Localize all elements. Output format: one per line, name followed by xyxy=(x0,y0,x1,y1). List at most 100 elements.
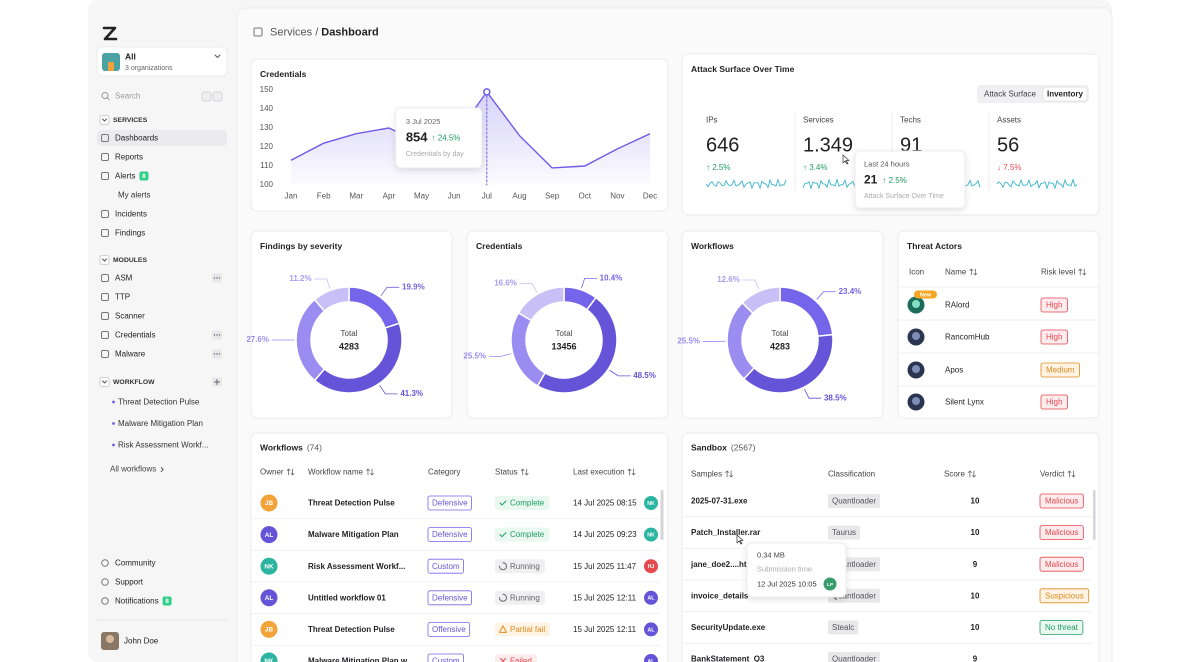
avatar xyxy=(260,652,278,662)
workflow-name[interactable]: Untitled workflow 01 xyxy=(308,593,386,602)
avatar-initials: JB xyxy=(265,500,274,507)
last-execution: 15 Jul 2025 12:11 xyxy=(573,625,637,634)
status-icon xyxy=(499,593,507,602)
avatar-initials: LP xyxy=(827,582,834,588)
card-title: Attack Surface Over Time xyxy=(691,64,795,74)
status-badge xyxy=(495,496,550,510)
nav-item[interactable]: Credentials xyxy=(115,331,155,340)
dot xyxy=(213,353,216,355)
card-title: Findings by severity xyxy=(260,241,342,251)
status: Running xyxy=(510,593,540,602)
nav-item[interactable]: Reports xyxy=(115,153,143,162)
nav-item[interactable]: Dashboards xyxy=(115,134,158,143)
workflow-name[interactable]: Malware Mitigation Plan xyxy=(308,530,399,539)
workflow-name[interactable]: Malware Mitigation Plan w xyxy=(308,657,408,662)
nav-item[interactable]: My alerts xyxy=(118,191,150,200)
avatar-initials: JB xyxy=(265,627,274,634)
nav-icon xyxy=(101,134,109,142)
nav-item[interactable]: Malware xyxy=(115,350,146,359)
column-header: Risk level xyxy=(1041,268,1075,277)
card xyxy=(466,230,669,419)
column-header: Category xyxy=(428,468,460,477)
x-tick-label: Sep xyxy=(545,192,560,201)
category-badge xyxy=(427,622,471,637)
classification-badge xyxy=(828,525,861,540)
section-toggle xyxy=(99,255,110,265)
nav-item[interactable]: Alerts xyxy=(115,172,135,181)
x-tick-label: Oct xyxy=(579,192,592,201)
workflow-name[interactable]: Risk Assessment Workf... xyxy=(308,562,405,571)
actor-icon-face xyxy=(912,300,920,308)
classification: Stealc xyxy=(832,623,854,632)
nav-item[interactable]: TTP xyxy=(115,293,130,302)
data-label: 25.5% xyxy=(463,352,486,361)
nav-item[interactable]: Threat Detection Pulse xyxy=(118,398,200,407)
nav-item[interactable]: Malware Mitigation Plan xyxy=(118,419,203,428)
data-label: 12.6% xyxy=(717,275,740,284)
column-header: Workflow name xyxy=(308,468,364,477)
score: 10 xyxy=(971,497,980,506)
bullet xyxy=(112,443,115,447)
nav-item[interactable]: Scanner xyxy=(115,312,145,321)
donut-segment xyxy=(517,286,565,322)
verdict-badge xyxy=(1039,556,1084,572)
metric-label: Techs xyxy=(900,116,921,125)
tooltip-change: ↑ 24.5% xyxy=(432,134,461,143)
avatar-initials: NK xyxy=(647,501,655,507)
chevron xyxy=(160,467,164,472)
chevron xyxy=(102,258,107,262)
avatar xyxy=(260,620,278,638)
link[interactable]: All workflows xyxy=(110,465,156,474)
nav-item[interactable]: Support xyxy=(115,578,144,587)
nav-item[interactable]: Risk Assessment Workf... xyxy=(118,441,209,450)
sample-name[interactable]: Patch_Installer.rar xyxy=(691,528,760,537)
workflow-name[interactable]: Threat Detection Pulse xyxy=(308,625,395,634)
panel-icon xyxy=(253,27,263,37)
sort-icon xyxy=(627,468,636,476)
tab[interactable]: Attack Surface xyxy=(984,90,1037,99)
avatar-initials: NK xyxy=(647,532,655,538)
leader-line xyxy=(379,385,398,395)
sample-name[interactable]: SecurityUpdate.exe xyxy=(691,623,766,632)
sort-icon xyxy=(286,468,295,476)
x-tick-label: Jan xyxy=(285,192,298,201)
nav-icon xyxy=(101,578,109,586)
nav-item[interactable]: ASM xyxy=(115,274,133,283)
org-card xyxy=(96,46,228,77)
nav-item[interactable]: Incidents xyxy=(115,210,147,219)
nav-item[interactable]: Community xyxy=(115,559,155,568)
sample-name[interactable]: jane_doe2....ht xyxy=(690,560,747,569)
risk-level: High xyxy=(1046,333,1062,342)
nav-icon xyxy=(101,293,109,301)
card xyxy=(250,432,669,662)
tab[interactable]: Inventory xyxy=(1047,90,1084,99)
verdict-badge xyxy=(1039,525,1084,540)
workflow-name[interactable]: Threat Detection Pulse xyxy=(308,499,395,508)
status-badge xyxy=(495,527,550,542)
classification: Quantloader xyxy=(832,497,876,506)
dot xyxy=(213,334,216,336)
column-header: Status xyxy=(495,468,518,477)
metric-label: IPs xyxy=(706,116,718,125)
sample-name[interactable]: 2025-07-31.exe xyxy=(691,497,748,506)
nav-item[interactable]: Findings xyxy=(115,229,145,238)
category-badge xyxy=(427,527,472,542)
sample-name[interactable]: BankStatement_Q3 xyxy=(691,655,765,662)
classification-badge xyxy=(828,494,881,508)
nav-icon xyxy=(101,559,109,567)
leader-line xyxy=(380,286,400,296)
sort-icon xyxy=(725,470,734,478)
avatar xyxy=(644,496,658,510)
nav-icon xyxy=(101,153,109,161)
column-header: Score xyxy=(944,470,965,479)
metric-value: 56 xyxy=(997,134,1019,156)
classification: Quantloader xyxy=(832,655,876,662)
metric-change: ↑ 3.4% xyxy=(803,163,827,172)
logo xyxy=(102,26,118,41)
status-icon xyxy=(499,562,507,571)
nav-item[interactable]: Notifications xyxy=(115,597,159,606)
dot xyxy=(216,277,218,279)
label[interactable]: Search xyxy=(115,92,140,101)
sample-name[interactable]: invoice_details xyxy=(691,591,749,600)
